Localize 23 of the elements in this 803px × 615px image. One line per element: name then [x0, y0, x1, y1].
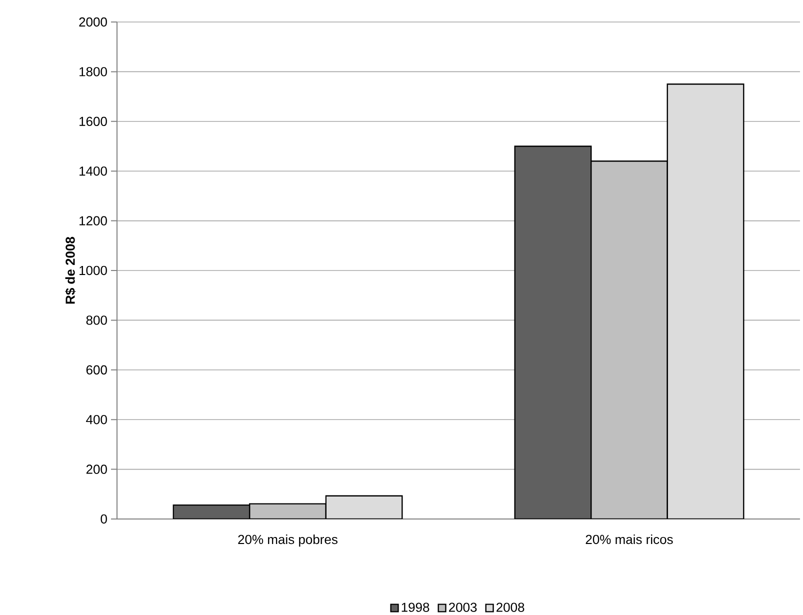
x-tick-label: 20% mais pobres: [238, 534, 338, 547]
y-axis-title: R$ de 2008: [65, 236, 76, 304]
x-tick-label: 20% mais ricos: [586, 534, 673, 544]
y-tick-label: 600: [86, 365, 107, 374]
y-tick-label: 1800: [80, 67, 107, 76]
y-tick-label: 400: [86, 414, 107, 424]
bar: [173, 505, 250, 519]
y-tick-label: 2000: [79, 17, 107, 27]
y-tick-label: 200: [86, 464, 107, 474]
legend-label: 2008: [496, 602, 524, 612]
bar: [666, 84, 744, 519]
legend-label: 1998: [402, 602, 430, 612]
y-tick-label: 0: [100, 514, 107, 524]
y-tick-label: 1400: [80, 166, 107, 176]
legend-label: 2003: [449, 602, 477, 612]
bar: [325, 495, 403, 519]
y-tick-label: 1000: [80, 266, 107, 276]
y-tick-label: 800: [86, 316, 107, 325]
y-tick-label: 1200: [80, 216, 107, 226]
y-tick-label: 1600: [80, 116, 107, 126]
bar: [249, 503, 326, 519]
bar: [514, 146, 592, 519]
bar: [590, 160, 668, 519]
